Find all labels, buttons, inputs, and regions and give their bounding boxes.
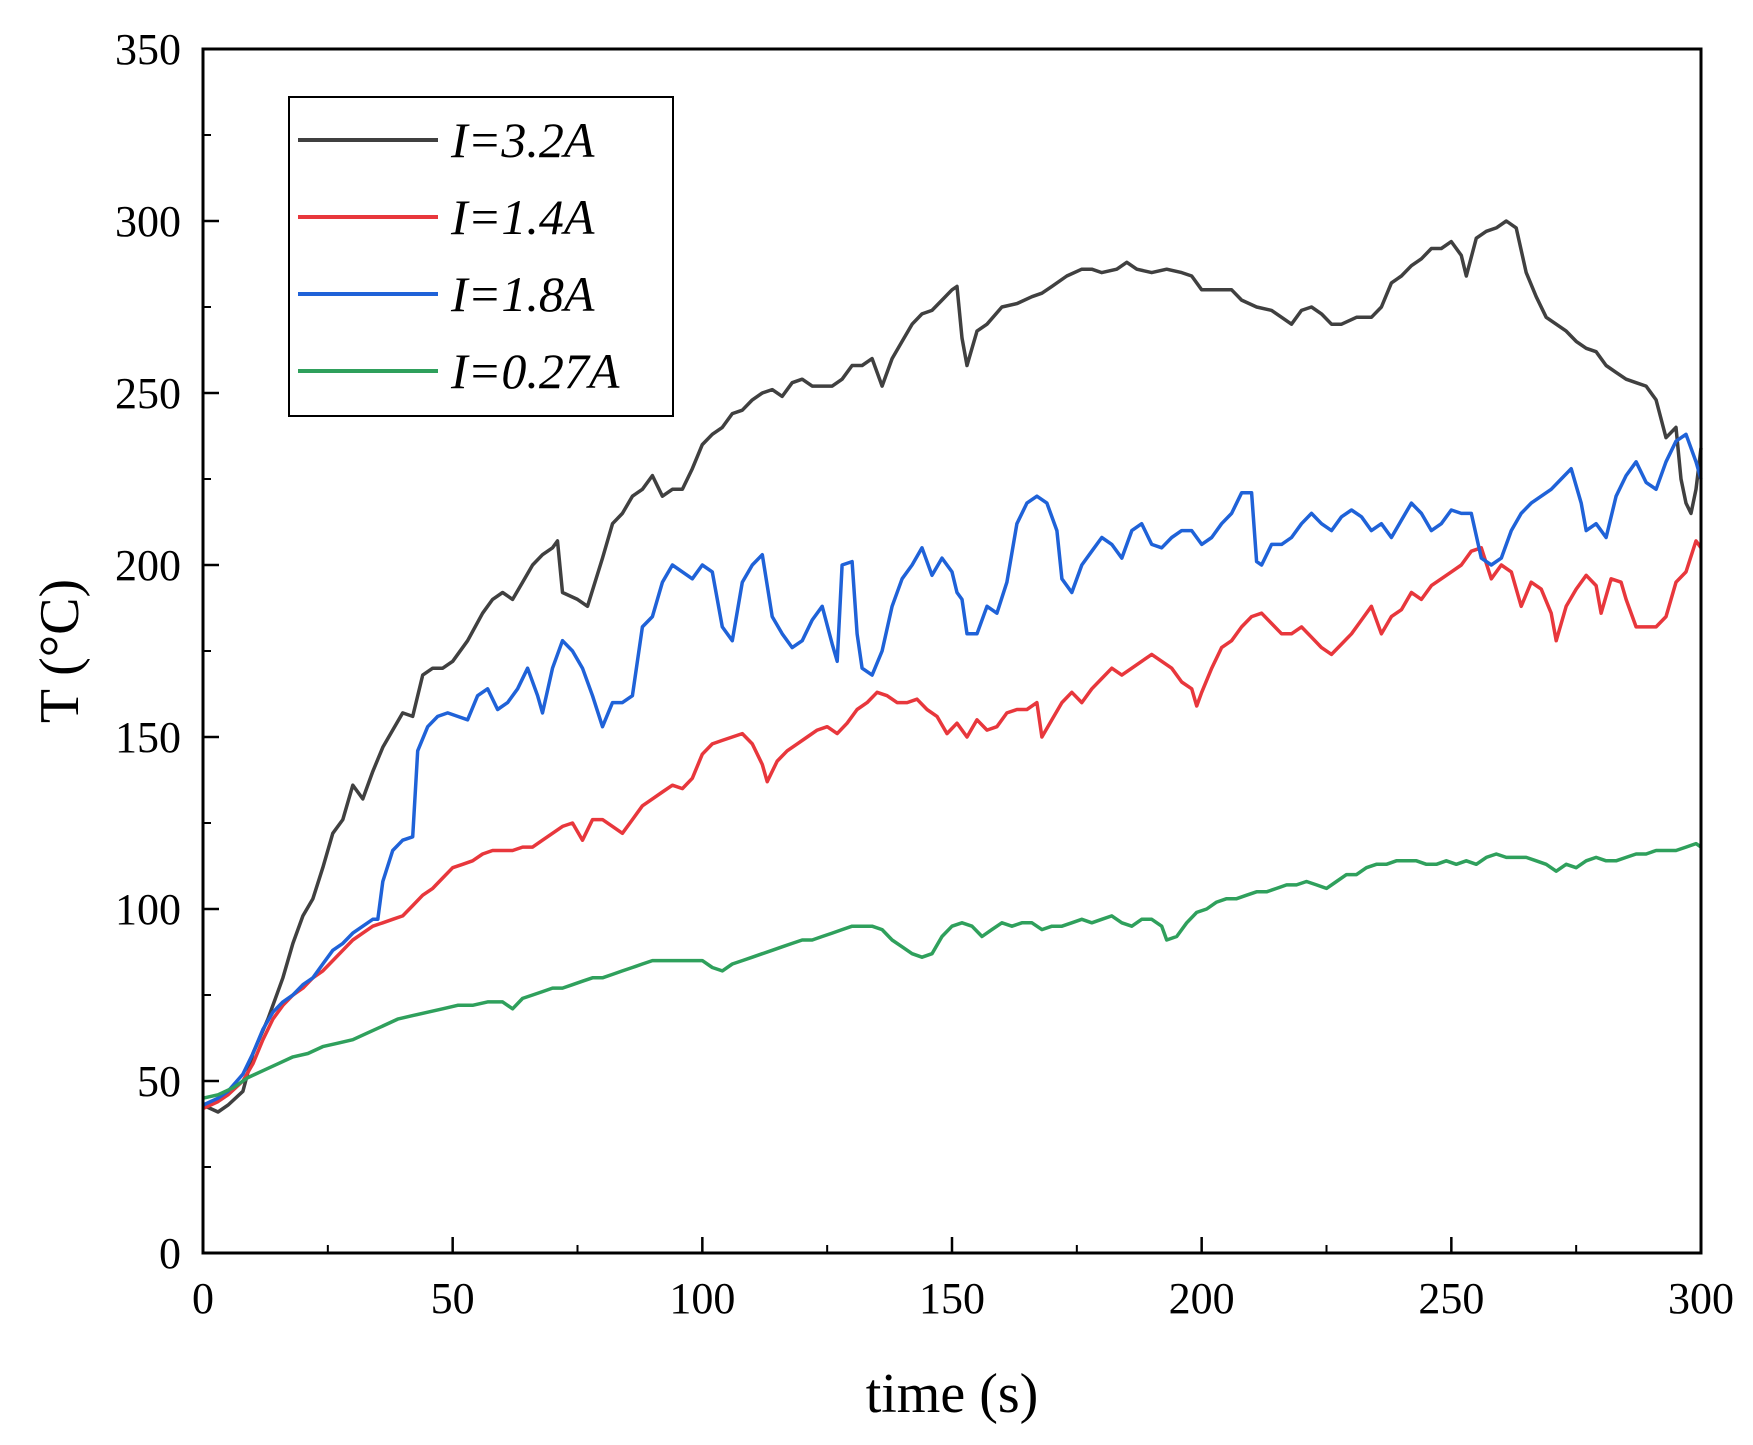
- x-tick-label: 50: [431, 1274, 475, 1323]
- y-tick-label: 250: [115, 369, 181, 418]
- series-line-4: [202, 841, 1703, 1100]
- legend-label-1: I=3.2A: [450, 112, 595, 168]
- legend: I=3.2A I=1.4A I=1.8A I=0.27A: [288, 96, 674, 417]
- x-axis-title: time (s): [866, 1363, 1039, 1425]
- series-line-2: [202, 539, 1703, 1111]
- legend-label-4: I=0.27A: [450, 343, 620, 399]
- x-tick-label: 300: [1668, 1274, 1734, 1323]
- y-tick-label: 300: [115, 197, 181, 246]
- series-line-3: [202, 432, 1703, 1107]
- legend-box: [288, 96, 674, 417]
- y-axis-title: T (°C): [29, 579, 91, 723]
- series-layer: [202, 219, 1703, 1114]
- y-tick-label: 50: [137, 1057, 181, 1106]
- y-tick-label: 350: [115, 25, 181, 74]
- x-tick-label: 200: [1169, 1274, 1235, 1323]
- y-tick-label: 0: [159, 1229, 181, 1278]
- x-tick-label: 250: [1418, 1274, 1484, 1323]
- series-line-1: [202, 219, 1703, 1114]
- y-tick-label: 200: [115, 541, 181, 590]
- x-tick-label: 100: [669, 1274, 735, 1323]
- x-tick-label: 0: [192, 1274, 214, 1323]
- y-tick-label: 100: [115, 885, 181, 934]
- x-tick-label: 150: [919, 1274, 985, 1323]
- legend-label-3: I=1.8A: [450, 266, 595, 322]
- legend-label-2: I=1.4A: [450, 189, 595, 245]
- ticks-layer: 0 50 100 150 200 250 300 0 50 100 150 200 250 300 350: [115, 25, 1734, 1323]
- y-tick-label: 150: [115, 713, 181, 762]
